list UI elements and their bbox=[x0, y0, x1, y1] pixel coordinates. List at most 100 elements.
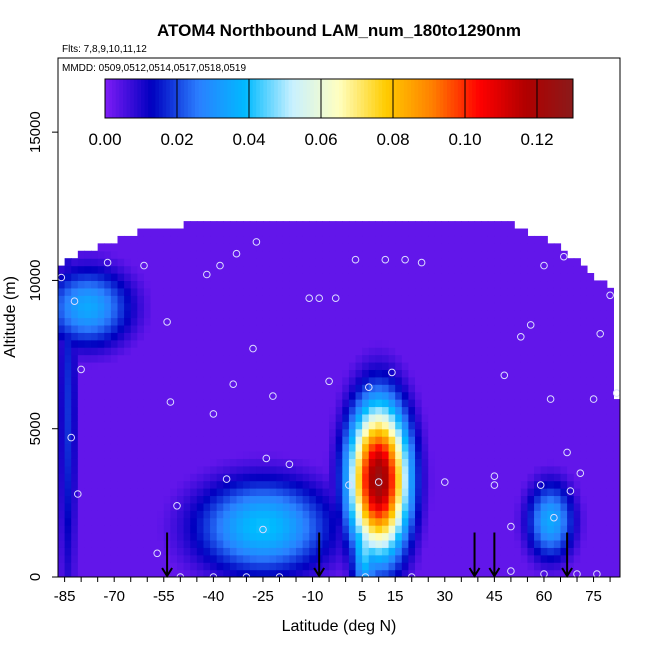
heatmap-cell bbox=[71, 384, 79, 393]
heatmap-cell bbox=[534, 250, 542, 259]
heatmap-cell bbox=[368, 361, 376, 370]
heatmap-cell bbox=[428, 258, 436, 267]
heatmap-cell bbox=[540, 347, 548, 356]
heatmap-cell bbox=[454, 391, 462, 400]
heatmap-cell bbox=[368, 302, 376, 311]
heatmap-cell bbox=[130, 443, 138, 452]
heatmap-cell bbox=[415, 450, 423, 459]
heatmap-cell bbox=[150, 354, 158, 363]
heatmap-cell bbox=[269, 450, 277, 459]
heatmap-cell bbox=[210, 228, 218, 237]
heatmap-cell bbox=[520, 473, 529, 482]
heatmap-cell bbox=[514, 384, 522, 393]
heatmap-cell bbox=[586, 295, 595, 304]
heatmap-cell bbox=[474, 310, 482, 319]
heatmap-cell bbox=[408, 465, 416, 474]
heatmap-cell bbox=[157, 391, 165, 400]
heatmap-cell bbox=[58, 295, 66, 304]
heatmap-cell bbox=[315, 406, 324, 415]
heatmap-cell bbox=[573, 258, 581, 267]
heatmap-cell bbox=[520, 532, 529, 541]
heatmap-cell bbox=[249, 406, 257, 415]
heatmap-cell bbox=[289, 517, 297, 526]
heatmap-cell bbox=[567, 547, 575, 556]
heatmap-cell bbox=[487, 258, 495, 267]
heatmap-cell bbox=[375, 562, 383, 571]
heatmap-cell bbox=[196, 532, 205, 541]
heatmap-cell bbox=[124, 495, 132, 504]
heatmap-cell bbox=[494, 221, 502, 230]
heatmap-cell bbox=[130, 532, 138, 541]
heatmap-cell bbox=[500, 265, 509, 274]
heatmap-cell bbox=[342, 310, 350, 319]
heatmap-cell bbox=[507, 384, 515, 393]
heatmap-cell bbox=[276, 369, 284, 378]
heatmap-cell bbox=[401, 361, 410, 370]
heatmap-cell bbox=[368, 406, 376, 415]
heatmap-cell bbox=[355, 339, 363, 348]
heatmap-cell bbox=[276, 339, 284, 348]
heatmap-cell bbox=[124, 376, 132, 385]
colorbar-swatch bbox=[274, 79, 279, 118]
heatmap-cell bbox=[329, 554, 337, 563]
heatmap-cell bbox=[289, 243, 297, 252]
heatmap-cell bbox=[163, 450, 171, 459]
heatmap-cell bbox=[143, 258, 152, 267]
heatmap-cell bbox=[481, 547, 489, 556]
heatmap-cell bbox=[203, 339, 211, 348]
sample-point bbox=[252, 238, 261, 246]
heatmap-cell bbox=[110, 258, 119, 267]
heatmap-cell bbox=[606, 317, 614, 326]
heatmap-cell bbox=[342, 488, 350, 497]
heatmap-cell bbox=[104, 354, 112, 363]
heatmap-cell bbox=[262, 376, 271, 385]
heatmap-cell bbox=[329, 532, 337, 541]
heatmap-cell bbox=[381, 413, 390, 422]
heatmap-cell bbox=[335, 302, 343, 311]
colorbar-swatch bbox=[558, 79, 563, 118]
heatmap-cell bbox=[236, 235, 244, 244]
heatmap-cell bbox=[395, 539, 403, 548]
heatmap-cell bbox=[157, 443, 165, 452]
heatmap-cell bbox=[309, 339, 317, 348]
heatmap-cell bbox=[500, 376, 509, 385]
heatmap-cell bbox=[309, 391, 317, 400]
heatmap-cell bbox=[77, 495, 86, 504]
heatmap-cell bbox=[124, 525, 132, 534]
heatmap-cell bbox=[64, 480, 72, 489]
heatmap-cell bbox=[130, 324, 138, 333]
heatmap-cell bbox=[368, 502, 376, 511]
heatmap-cell bbox=[454, 458, 462, 467]
heatmap-cell bbox=[560, 295, 568, 304]
heatmap-cell bbox=[110, 495, 119, 504]
heatmap-cell bbox=[342, 391, 350, 400]
heatmap-cell bbox=[64, 287, 72, 296]
heatmap-cell bbox=[163, 339, 171, 348]
heatmap-cell bbox=[368, 465, 376, 474]
heatmap-cell bbox=[474, 443, 482, 452]
heatmap-cell bbox=[434, 280, 443, 289]
heatmap-cell bbox=[368, 532, 376, 541]
heatmap-cell bbox=[322, 554, 330, 563]
heatmap-cell bbox=[229, 495, 238, 504]
colorbar-swatch bbox=[335, 79, 340, 118]
heatmap-cell bbox=[329, 391, 337, 400]
heatmap-cell bbox=[481, 258, 489, 267]
heatmap-cell bbox=[434, 235, 443, 244]
heatmap-cell bbox=[586, 539, 595, 548]
heatmap-cell bbox=[534, 525, 542, 534]
heatmap-cell bbox=[606, 480, 614, 489]
heatmap-cell bbox=[124, 332, 132, 341]
heatmap-cell bbox=[520, 235, 529, 244]
heatmap-cell bbox=[368, 510, 376, 519]
heatmap-cell bbox=[481, 458, 489, 467]
heatmap-cell bbox=[401, 539, 410, 548]
heatmap-cell bbox=[262, 228, 271, 237]
heatmap-cell bbox=[586, 436, 595, 445]
heatmap-cell bbox=[289, 310, 297, 319]
heatmap-cell bbox=[64, 369, 72, 378]
heatmap-cell bbox=[223, 376, 231, 385]
heatmap-cell bbox=[163, 295, 171, 304]
heatmap-cell bbox=[401, 406, 410, 415]
heatmap-cell bbox=[520, 562, 529, 571]
